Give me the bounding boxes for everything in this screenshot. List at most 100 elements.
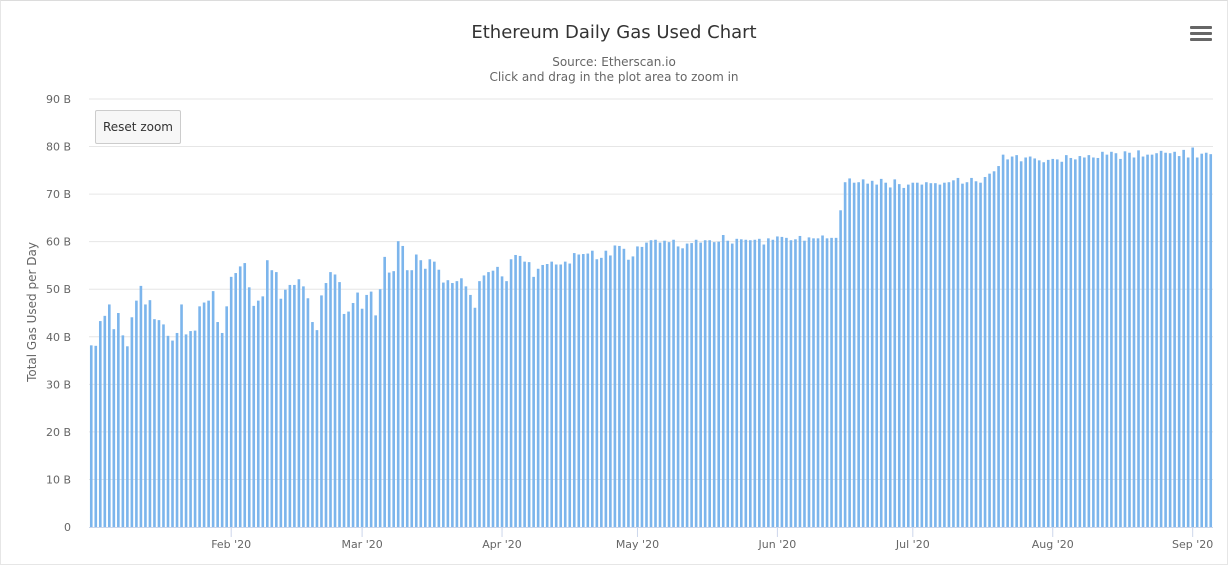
bar[interactable] bbox=[825, 238, 829, 527]
bar[interactable] bbox=[875, 184, 879, 527]
bar[interactable] bbox=[902, 187, 906, 527]
bar[interactable] bbox=[613, 245, 617, 527]
bar[interactable] bbox=[1204, 152, 1208, 528]
bar[interactable] bbox=[423, 268, 427, 527]
bar[interactable] bbox=[627, 259, 630, 527]
bar[interactable] bbox=[410, 270, 414, 527]
bar[interactable] bbox=[618, 245, 621, 527]
bar[interactable] bbox=[536, 268, 540, 527]
bar[interactable] bbox=[645, 242, 648, 527]
bar[interactable] bbox=[211, 291, 215, 527]
bar[interactable] bbox=[460, 278, 463, 527]
bar[interactable] bbox=[640, 246, 644, 527]
bar[interactable] bbox=[699, 242, 702, 527]
bar[interactable] bbox=[812, 238, 815, 527]
bar[interactable] bbox=[947, 182, 951, 527]
bar[interactable] bbox=[848, 178, 851, 528]
bar[interactable] bbox=[681, 248, 684, 527]
bar[interactable] bbox=[419, 260, 423, 527]
bar[interactable] bbox=[1173, 151, 1176, 528]
bar[interactable] bbox=[852, 182, 856, 527]
bar[interactable] bbox=[1186, 157, 1190, 528]
bar[interactable] bbox=[144, 304, 147, 527]
bar[interactable] bbox=[762, 244, 766, 527]
bar[interactable] bbox=[622, 248, 626, 528]
bar[interactable] bbox=[545, 264, 549, 527]
bar[interactable] bbox=[527, 262, 531, 527]
bar[interactable] bbox=[523, 261, 526, 527]
bar[interactable] bbox=[1083, 157, 1086, 528]
bar[interactable] bbox=[1177, 156, 1181, 527]
bar[interactable] bbox=[988, 173, 991, 527]
bar[interactable] bbox=[266, 260, 269, 527]
bar[interactable] bbox=[1191, 147, 1194, 527]
bar[interactable] bbox=[997, 166, 1000, 528]
bar[interactable] bbox=[925, 182, 928, 527]
bar[interactable] bbox=[866, 183, 869, 527]
bar[interactable] bbox=[861, 179, 865, 527]
bar[interactable] bbox=[721, 235, 725, 527]
bar[interactable] bbox=[234, 273, 238, 527]
bar[interactable] bbox=[1074, 159, 1077, 527]
bar[interactable] bbox=[758, 238, 761, 527]
bar[interactable] bbox=[803, 240, 806, 527]
bar[interactable] bbox=[1096, 157, 1100, 527]
bar[interactable] bbox=[293, 284, 296, 527]
bar[interactable] bbox=[1195, 157, 1199, 528]
bar[interactable] bbox=[198, 306, 201, 527]
bar[interactable] bbox=[667, 242, 671, 527]
bar[interactable] bbox=[216, 322, 219, 527]
bar[interactable] bbox=[911, 182, 915, 527]
bar[interactable] bbox=[505, 281, 508, 527]
bar[interactable] bbox=[153, 319, 156, 527]
bar[interactable] bbox=[649, 240, 653, 528]
bar[interactable] bbox=[288, 284, 292, 527]
bar[interactable] bbox=[712, 242, 716, 527]
bar[interactable] bbox=[600, 257, 603, 527]
bar[interactable] bbox=[703, 240, 707, 528]
bar[interactable] bbox=[428, 259, 432, 527]
bar[interactable] bbox=[135, 300, 138, 527]
bar[interactable] bbox=[726, 240, 730, 527]
bar[interactable] bbox=[906, 184, 910, 527]
bar[interactable] bbox=[130, 317, 134, 527]
bar[interactable] bbox=[1128, 152, 1131, 528]
bar[interactable] bbox=[785, 237, 788, 528]
bar[interactable] bbox=[1155, 153, 1158, 527]
bar[interactable] bbox=[1019, 161, 1023, 528]
bar[interactable] bbox=[658, 242, 662, 527]
bar[interactable] bbox=[956, 177, 960, 527]
bar[interactable] bbox=[342, 313, 346, 527]
bar[interactable] bbox=[509, 259, 513, 527]
bar[interactable] bbox=[1087, 155, 1091, 527]
bar[interactable] bbox=[952, 180, 955, 527]
bar[interactable] bbox=[184, 334, 188, 527]
bar[interactable] bbox=[1114, 153, 1118, 527]
bar[interactable] bbox=[663, 240, 666, 527]
bar[interactable] bbox=[369, 291, 373, 527]
bar[interactable] bbox=[1078, 156, 1082, 527]
bar[interactable] bbox=[1064, 155, 1068, 527]
bar[interactable] bbox=[1159, 150, 1163, 527]
bar[interactable] bbox=[1150, 154, 1154, 527]
bar[interactable] bbox=[442, 282, 445, 527]
bar[interactable] bbox=[433, 261, 436, 527]
bar[interactable] bbox=[518, 255, 522, 527]
bar[interactable] bbox=[929, 183, 933, 528]
bar[interactable] bbox=[938, 184, 942, 527]
bar[interactable] bbox=[496, 266, 499, 527]
bar[interactable] bbox=[1006, 159, 1009, 527]
bar[interactable] bbox=[500, 276, 504, 527]
bar[interactable] bbox=[261, 296, 265, 527]
bar[interactable] bbox=[256, 300, 260, 527]
bar[interactable] bbox=[1168, 153, 1172, 527]
bar[interactable] bbox=[356, 292, 359, 527]
bar[interactable] bbox=[789, 240, 793, 528]
bar[interactable] bbox=[631, 256, 635, 527]
bar[interactable] bbox=[884, 182, 888, 527]
bar[interactable] bbox=[482, 275, 486, 527]
bar[interactable] bbox=[338, 282, 341, 527]
bar[interactable] bbox=[604, 250, 608, 527]
bar[interactable] bbox=[351, 303, 355, 527]
